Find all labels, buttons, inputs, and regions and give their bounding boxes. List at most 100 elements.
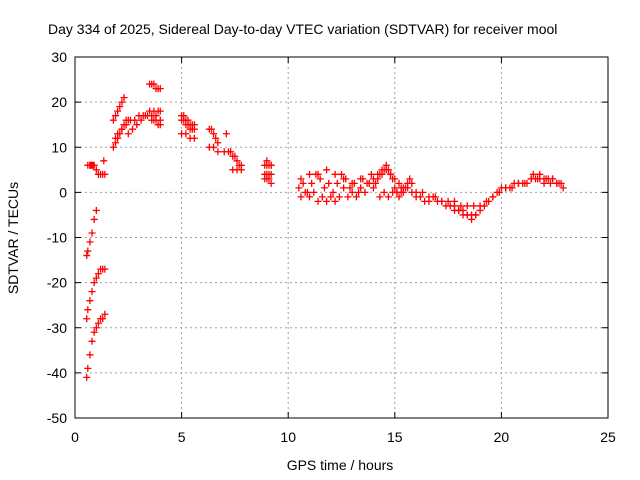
data-point: [348, 188, 356, 196]
data-point: [344, 193, 352, 201]
data-point: [489, 193, 497, 201]
data-point: [310, 188, 318, 196]
data-point: [314, 197, 322, 205]
data-point: [323, 197, 331, 205]
data-point: [101, 310, 109, 318]
data-point: [83, 252, 91, 260]
data-point: [323, 166, 331, 174]
data-point: [214, 139, 222, 147]
data-point: [295, 184, 303, 192]
data-point: [86, 351, 94, 359]
data-point: [521, 179, 529, 187]
data-point: [355, 188, 363, 196]
x-tick-label: 15: [387, 429, 403, 445]
data-point: [190, 125, 198, 133]
data-point: [156, 107, 164, 115]
data-point: [112, 134, 120, 142]
chart-title: Day 334 of 2025, Sidereal Day-to-day VTE…: [48, 21, 557, 37]
data-point: [112, 112, 120, 120]
data-point: [101, 170, 109, 178]
data-point: [450, 197, 458, 205]
data-point: [387, 170, 395, 178]
data-point: [470, 202, 478, 210]
data-point: [124, 130, 132, 138]
data-point: [83, 373, 91, 381]
data-point: [320, 184, 328, 192]
data-point: [391, 175, 399, 183]
data-point: [118, 125, 126, 133]
y-tick-label: 0: [59, 184, 67, 200]
data-point: [340, 184, 348, 192]
y-tick-label: -10: [47, 230, 67, 246]
data-point: [210, 130, 218, 138]
data-point: [480, 202, 488, 210]
data-point: [94, 270, 102, 278]
data-point: [335, 193, 343, 201]
data-point: [84, 364, 92, 372]
data-point: [114, 130, 122, 138]
data-point: [212, 134, 220, 142]
x-axis-label: GPS time / hours: [287, 457, 394, 473]
data-point: [88, 337, 96, 345]
data-point: [118, 98, 126, 106]
data-point: [455, 206, 463, 214]
data-point: [495, 188, 503, 196]
data-point: [357, 184, 365, 192]
data-point: [297, 193, 305, 201]
data-point: [559, 184, 567, 192]
data-point: [129, 125, 137, 133]
data-point: [395, 193, 403, 201]
data-point: [101, 265, 109, 273]
y-tick-label: -40: [47, 365, 67, 381]
data-point: [92, 206, 100, 214]
data-point: [536, 170, 544, 178]
data-point: [222, 130, 230, 138]
data-point: [83, 315, 91, 323]
data-point: [301, 188, 309, 196]
data-point: [378, 170, 386, 178]
data-point: [92, 324, 100, 332]
data-point: [316, 175, 324, 183]
data-point: [86, 297, 94, 305]
data-point: [329, 188, 337, 196]
data-point: [406, 175, 414, 183]
data-point: [116, 103, 124, 111]
data-point: [267, 161, 275, 169]
data-point: [182, 130, 190, 138]
y-tick-label: 30: [51, 49, 67, 65]
data-point: [463, 202, 471, 210]
data-point: [408, 179, 416, 187]
data-point: [207, 125, 215, 133]
data-point: [84, 247, 92, 255]
data-point: [88, 288, 96, 296]
data-point: [527, 175, 535, 183]
data-point: [384, 193, 392, 201]
data-point: [231, 152, 239, 160]
data-point: [99, 315, 107, 323]
y-axis-label: SDTVAR / TECUs: [5, 182, 21, 294]
x-tick-label: 0: [71, 429, 79, 445]
data-point: [318, 193, 326, 201]
data-point: [555, 179, 563, 187]
data-point: [88, 229, 96, 237]
data-point: [184, 121, 192, 129]
data-point: [412, 188, 420, 196]
x-tick-label: 20: [494, 429, 510, 445]
data-point: [438, 197, 446, 205]
data-point: [534, 175, 542, 183]
data-point: [338, 170, 345, 178]
data-point: [133, 121, 141, 129]
data-point: [297, 175, 305, 183]
data-point: [395, 179, 403, 187]
data-point: [331, 197, 339, 205]
data-point: [444, 197, 452, 205]
ticks: [74, 56, 609, 419]
data-point: [156, 121, 164, 129]
data-point: [514, 179, 522, 187]
data-point: [382, 166, 390, 174]
data-point: [346, 184, 354, 192]
data-points: [83, 80, 567, 381]
data-point: [150, 80, 158, 88]
data-point: [419, 188, 427, 196]
